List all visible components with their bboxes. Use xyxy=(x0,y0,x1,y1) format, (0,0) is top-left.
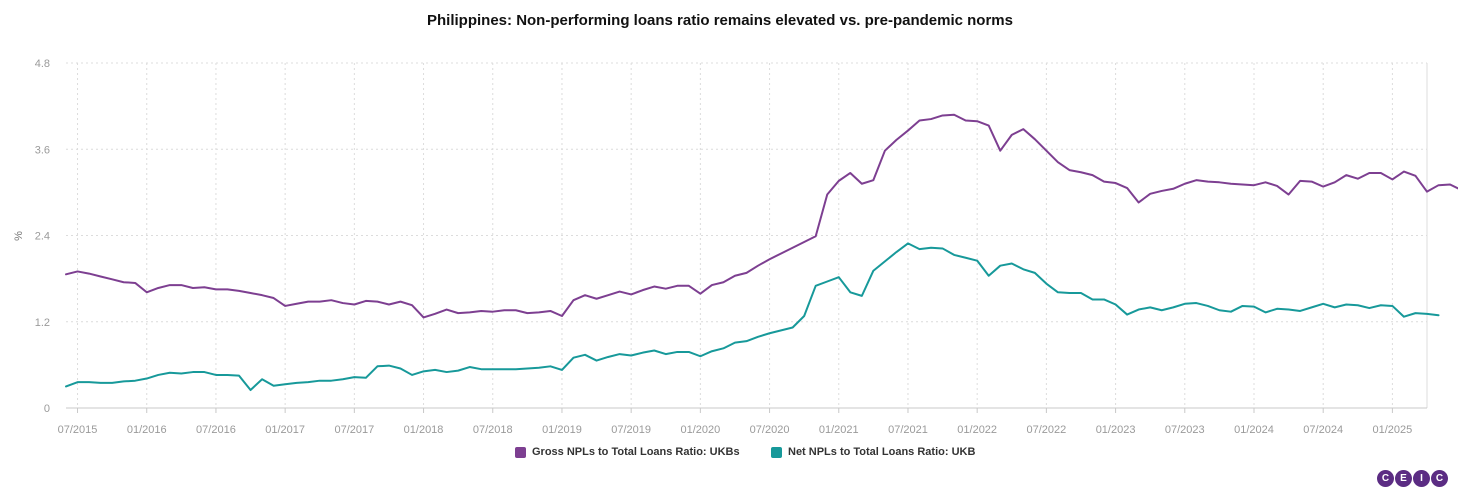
y-tick-label: 3.6 xyxy=(35,144,50,156)
series-line-gross-npl xyxy=(65,113,1458,319)
x-tick-label: 01/2023 xyxy=(1096,424,1136,436)
logo-letter: C xyxy=(1431,470,1448,487)
x-tick-label: 01/2020 xyxy=(680,424,720,436)
legend-swatch-gross xyxy=(515,446,526,458)
x-tick-label: 01/2025 xyxy=(1373,424,1413,436)
x-tick-label: 07/2023 xyxy=(1165,424,1205,436)
y-axis-ticks: 0 1.2 2.4 3.6 4.8 xyxy=(35,58,50,415)
grid xyxy=(66,62,1428,408)
logo-letter: I xyxy=(1413,470,1430,487)
legend: Gross NPLs to Total Loans Ratio: UKBs Ne… xyxy=(0,446,1458,464)
legend-label-gross: Gross NPLs to Total Loans Ratio: UKBs xyxy=(532,446,740,458)
x-tick-label: 07/2019 xyxy=(611,424,651,436)
legend-item-gross[interactable]: Gross NPLs to Total Loans Ratio: UKBs xyxy=(515,446,740,458)
x-tick-label: 07/2016 xyxy=(196,424,236,436)
x-axis-ticks: 07/2015 01/2016 07/2016 01/2017 07/2017 01/20… xyxy=(58,408,1413,436)
series-lines xyxy=(65,113,1458,392)
x-tick-label: 01/2024 xyxy=(1234,424,1274,436)
logo-letter: E xyxy=(1395,470,1412,487)
x-tick-label: 07/2017 xyxy=(334,424,374,436)
y-tick-label: 0 xyxy=(44,403,50,415)
x-tick-label: 07/2024 xyxy=(1303,424,1343,436)
x-tick-label: 01/2022 xyxy=(957,424,997,436)
y-tick-label: 4.8 xyxy=(35,58,50,70)
x-tick-label: 01/2018 xyxy=(404,424,444,436)
x-tick-label: 07/2021 xyxy=(888,424,928,436)
y-tick-label: 2.4 xyxy=(35,231,50,243)
x-tick-label: 01/2019 xyxy=(542,424,582,436)
x-tick-label: 01/2016 xyxy=(127,424,167,436)
y-axis-label: % xyxy=(13,231,25,241)
x-tick-label: 07/2022 xyxy=(1026,424,1066,436)
x-tick-label: 07/2020 xyxy=(750,424,790,436)
legend-item-net[interactable]: Net NPLs to Total Loans Ratio: UKB xyxy=(771,446,975,458)
legend-swatch-net xyxy=(771,446,782,458)
x-tick-label: 01/2017 xyxy=(265,424,305,436)
ceic-logo: C E I C xyxy=(1376,470,1448,487)
x-tick-label: 01/2021 xyxy=(819,424,859,436)
series-line-net-npl xyxy=(65,242,1440,392)
legend-label-net: Net NPLs to Total Loans Ratio: UKB xyxy=(788,446,976,458)
chart-title: Philippines: Non-performing loans ratio … xyxy=(427,12,1013,29)
x-tick-label: 07/2018 xyxy=(473,424,513,436)
y-tick-label: 1.2 xyxy=(35,317,50,329)
logo-letter: C xyxy=(1377,470,1394,487)
x-tick-label: 07/2015 xyxy=(58,424,98,436)
